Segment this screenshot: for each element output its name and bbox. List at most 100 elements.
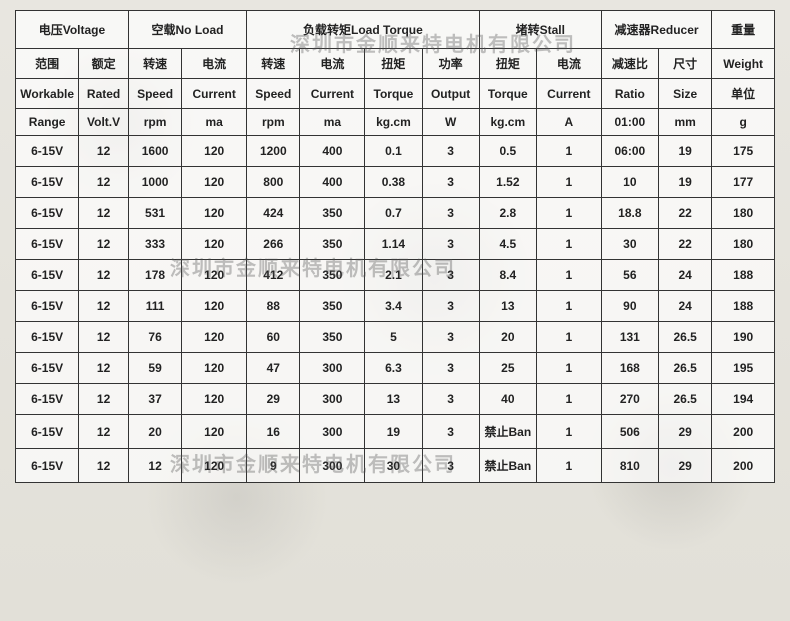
table-cell: 6-15V [16, 353, 79, 384]
table-cell: 24 [658, 260, 711, 291]
table-cell: 120 [182, 384, 247, 415]
table-cell: 3 [422, 322, 479, 353]
header-cell: Range [16, 109, 79, 136]
table-cell: 350 [300, 229, 365, 260]
table-cell: 6-15V [16, 136, 79, 167]
table-cell: 12 [79, 198, 129, 229]
table-cell: 47 [247, 353, 300, 384]
table-cell: 25 [479, 353, 536, 384]
table-cell: 0.5 [479, 136, 536, 167]
table-row: 6-15V1276120603505320113126.5190 [16, 322, 775, 353]
table-cell: 333 [128, 229, 181, 260]
table-cell: 3 [422, 229, 479, 260]
header-cell: 转速 [247, 49, 300, 79]
table-row: 6-15V122012016300193禁止Ban150629200 [16, 415, 775, 449]
table-row: 6-15V1210001208004000.3831.5211019177 [16, 167, 775, 198]
table-cell: 300 [300, 353, 365, 384]
table-cell: 3 [422, 260, 479, 291]
table-cell: 810 [601, 449, 658, 483]
table-cell: 6-15V [16, 384, 79, 415]
table-cell: 131 [601, 322, 658, 353]
table-cell: 12 [79, 353, 129, 384]
table-cell: 120 [182, 322, 247, 353]
table-cell: 1 [536, 322, 601, 353]
table-cell: 1 [536, 198, 601, 229]
table-cell: 6-15V [16, 291, 79, 322]
header-group-cell: 减速器Reducer [601, 11, 712, 49]
table-cell: 19 [365, 415, 422, 449]
header-cell: g [712, 109, 775, 136]
table-cell: 200 [712, 415, 775, 449]
header-cell: 扭矩 [479, 49, 536, 79]
table-cell: 0.38 [365, 167, 422, 198]
table-cell: 1 [536, 353, 601, 384]
table-cell: 6-15V [16, 167, 79, 198]
table-cell: 19 [658, 136, 711, 167]
table-row: 6-15V123331202663501.1434.513022180 [16, 229, 775, 260]
table-cell: 6-15V [16, 415, 79, 449]
table-cell: 6.3 [365, 353, 422, 384]
table-cell: 120 [182, 449, 247, 483]
table-cell: 56 [601, 260, 658, 291]
table-cell: 3 [422, 167, 479, 198]
table-cell: 3 [422, 198, 479, 229]
table-cell: 1 [536, 415, 601, 449]
header-group-cell: 堵转Stall [479, 11, 601, 49]
header-cell: Output [422, 79, 479, 109]
table-cell: 424 [247, 198, 300, 229]
table-row: 6-15V1259120473006.3325116826.5195 [16, 353, 775, 384]
table-cell: 1000 [128, 167, 181, 198]
header-cell: 单位 [712, 79, 775, 109]
header-cell: kg.cm [479, 109, 536, 136]
table-cell: 12 [79, 229, 129, 260]
header-cell: 电流 [536, 49, 601, 79]
header-cell: Torque [479, 79, 536, 109]
table-cell: 300 [300, 449, 365, 483]
table-cell: 26.5 [658, 322, 711, 353]
header-cell: Speed [128, 79, 181, 109]
table-cell: 120 [182, 260, 247, 291]
table-cell: 194 [712, 384, 775, 415]
table-cell: 1 [536, 136, 601, 167]
header-cell: ma [300, 109, 365, 136]
table-row: 6-15V12111120883503.431319024188 [16, 291, 775, 322]
table-cell: 180 [712, 198, 775, 229]
table-cell: 1 [536, 291, 601, 322]
header-cell: 电流 [300, 49, 365, 79]
table-cell: 6-15V [16, 229, 79, 260]
header-cell: Current [536, 79, 601, 109]
table-cell: 禁止Ban [479, 415, 536, 449]
header-cell: Speed [247, 79, 300, 109]
table-cell: 200 [712, 449, 775, 483]
header-cell: mm [658, 109, 711, 136]
header-cell: 减速比 [601, 49, 658, 79]
header-cell: A [536, 109, 601, 136]
table-cell: 0.7 [365, 198, 422, 229]
table-cell: 120 [182, 167, 247, 198]
table-cell: 29 [658, 415, 711, 449]
table-cell: 350 [300, 291, 365, 322]
header-cell: Rated [79, 79, 129, 109]
table-cell: 12 [79, 322, 129, 353]
table-cell: 168 [601, 353, 658, 384]
table-cell: 90 [601, 291, 658, 322]
header-cell: Torque [365, 79, 422, 109]
header-group-cell: 重量 [712, 11, 775, 49]
table-cell: 178 [128, 260, 181, 291]
table-cell: 120 [182, 291, 247, 322]
table-cell: 18.8 [601, 198, 658, 229]
table-cell: 60 [247, 322, 300, 353]
table-cell: 120 [182, 415, 247, 449]
table-cell: 6-15V [16, 198, 79, 229]
table-cell: 29 [658, 449, 711, 483]
header-cell: rpm [128, 109, 181, 136]
table-cell: 12 [79, 167, 129, 198]
table-cell: 29 [247, 384, 300, 415]
table-cell: 12 [79, 449, 129, 483]
header-group-cell: 负载转矩Load Torque [247, 11, 480, 49]
table-cell: 400 [300, 167, 365, 198]
table-row: 6-15V12121209300303禁止Ban181029200 [16, 449, 775, 483]
table-cell: 400 [300, 136, 365, 167]
table-cell: 120 [182, 229, 247, 260]
header-cell: Current [300, 79, 365, 109]
